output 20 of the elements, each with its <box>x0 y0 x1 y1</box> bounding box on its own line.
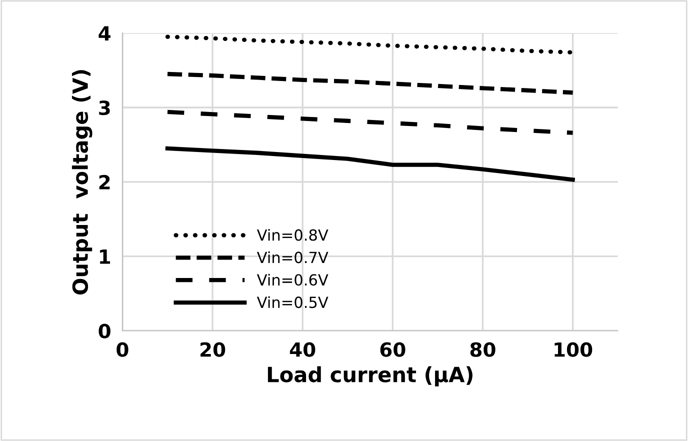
x-tick-label: 20 <box>200 342 226 357</box>
y-axis-title: Output voltage (V) <box>72 70 92 294</box>
y-tick-label: 0 <box>98 324 110 338</box>
y-tick-label: 2 <box>99 174 110 190</box>
legend-label: Vin=0.8V <box>256 228 328 241</box>
line-series <box>165 34 575 55</box>
x-tick-label: 80 <box>470 342 496 357</box>
x-tick-label: 40 <box>290 342 316 357</box>
legend-label: Vin=0.6V <box>256 274 328 286</box>
y-tick-label: 1 <box>100 250 110 264</box>
x-tick-label: 100 <box>554 342 592 357</box>
y-tick-label: 4 <box>98 26 110 40</box>
x-tick-label: 0 <box>116 342 128 357</box>
x-axis-title: Load current (μA) <box>268 366 472 386</box>
line-series <box>165 146 575 182</box>
legend-label: Vin=0.5V <box>256 296 328 308</box>
line-series <box>165 72 575 95</box>
legend-label: Vin=0.7V <box>256 251 328 264</box>
y-tick-label: 3 <box>99 100 110 116</box>
x-tick-label: 60 <box>380 342 406 357</box>
